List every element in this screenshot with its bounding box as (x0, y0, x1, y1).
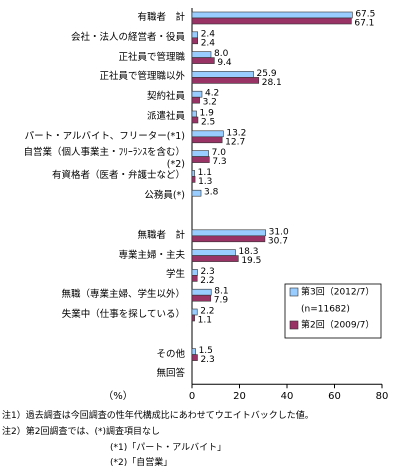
bar (191, 17, 352, 25)
note: (*1)「パート・アルバイト」 (110, 443, 227, 453)
category-label: 無職者 計 (137, 229, 185, 241)
category-label: 公務員(*) (144, 190, 185, 202)
category-label: 正社員で管理職 (118, 51, 185, 63)
value-label: 2.4 (201, 29, 216, 39)
value-label: 4.2 (205, 89, 219, 99)
value-label: 8.1 (214, 287, 228, 297)
bar (191, 77, 260, 84)
value-label: 67.5 (355, 10, 375, 20)
value-label: 7.9 (214, 296, 229, 306)
category-label: 無職（専業主婦、学生以外） (61, 289, 185, 301)
bar (191, 176, 196, 183)
category-label: 無回答 (156, 368, 185, 380)
category-label: 派遣社員 (146, 111, 185, 122)
value-label: 7.0 (212, 148, 227, 158)
bar (191, 294, 212, 302)
bar (191, 71, 254, 78)
x-tick-label: 0 (189, 391, 195, 402)
bar (191, 11, 353, 19)
category-label: 失業中（仕事を探している） (61, 309, 185, 320)
value-label: 30.7 (268, 236, 288, 246)
value-label: 18.3 (238, 247, 258, 257)
bar (191, 116, 199, 124)
x-tick-label: 80 (376, 391, 389, 402)
bar (191, 150, 209, 157)
legend-note: (n=11682) (301, 305, 350, 315)
value-label: 9.4 (217, 58, 232, 68)
category-label: パート・アルバイト、フリーター(*1) (24, 130, 185, 142)
value-label: 2.2 (200, 307, 214, 317)
bar (191, 189, 202, 197)
category-label: 有職者 計 (137, 12, 185, 23)
category-label: 専業主婦・主夫 (118, 249, 185, 261)
bar (191, 229, 266, 237)
value-label: 7.3 (212, 157, 226, 167)
value-label: 1.9 (200, 109, 215, 119)
value-label: 67.1 (354, 19, 374, 29)
category-label: 契約社員 (146, 91, 185, 103)
bar (191, 37, 198, 45)
category-label: 学生 (165, 269, 185, 281)
bar (191, 288, 212, 296)
legend-label: 第3回（2012/7） (301, 286, 374, 298)
value-label: 13.2 (226, 128, 246, 138)
bar (191, 348, 196, 355)
legend-box (284, 283, 382, 339)
category-label: その他 (156, 348, 185, 360)
value-label: 3.8 (204, 188, 219, 198)
value-label: 28.1 (262, 78, 282, 88)
bar (191, 235, 266, 243)
note: 注2）第2回調査では、(*)調査項目なし (2, 427, 160, 437)
bar (191, 269, 198, 276)
value-label: 1.5 (199, 346, 213, 356)
bar (191, 96, 200, 104)
bar (191, 156, 210, 163)
value-label: 1.1 (198, 168, 212, 178)
legend-swatch (289, 287, 299, 297)
category-label: 会社・法人の経営者・役員 (70, 31, 185, 43)
bar (191, 57, 215, 64)
bar (191, 130, 224, 138)
legend-swatch (289, 320, 299, 330)
x-tick-label: 60 (328, 391, 341, 402)
bar (191, 354, 198, 361)
value-label: 19.5 (241, 256, 261, 266)
category-label: 正社員で管理職以外 (99, 71, 185, 83)
x-axis-label: （%） (103, 390, 133, 402)
note: (*2)「自営業」 (110, 458, 173, 468)
value-label: 2.5 (201, 118, 215, 128)
bar (191, 51, 212, 58)
bar (191, 249, 236, 256)
bar (191, 110, 197, 118)
value-label: 8.0 (214, 49, 229, 59)
bar (191, 31, 198, 39)
value-label: 1.1 (198, 316, 212, 326)
bar (191, 136, 223, 144)
value-label: 31.0 (269, 227, 289, 237)
bar (191, 255, 239, 262)
bar (191, 275, 198, 282)
value-label: 1.3 (198, 177, 212, 187)
note: 注1）過去調査は今回調査の性年代構成比にあわせてウエイトバックした値。 (2, 411, 314, 421)
value-label: 12.7 (225, 137, 245, 147)
value-label: 2.2 (200, 276, 214, 286)
value-label: 2.4 (201, 38, 216, 48)
value-label: 2.3 (200, 355, 214, 365)
bar (191, 314, 195, 322)
bar (191, 170, 195, 177)
value-label: 2.3 (200, 267, 214, 277)
category-label: 自営業（個人事業主・ﾌﾘｰﾗﾝｽを含む） (*2) (23, 146, 185, 170)
value-label: 25.9 (257, 69, 277, 79)
value-label: 3.2 (203, 98, 217, 108)
x-tick-label: 40 (281, 391, 294, 402)
category-label: 有資格者（医者・弁護士など） (51, 170, 185, 182)
bar (191, 90, 203, 98)
bar (191, 308, 198, 316)
legend-label: 第2回（2009/7） (301, 319, 374, 331)
x-tick-label: 20 (233, 391, 246, 402)
